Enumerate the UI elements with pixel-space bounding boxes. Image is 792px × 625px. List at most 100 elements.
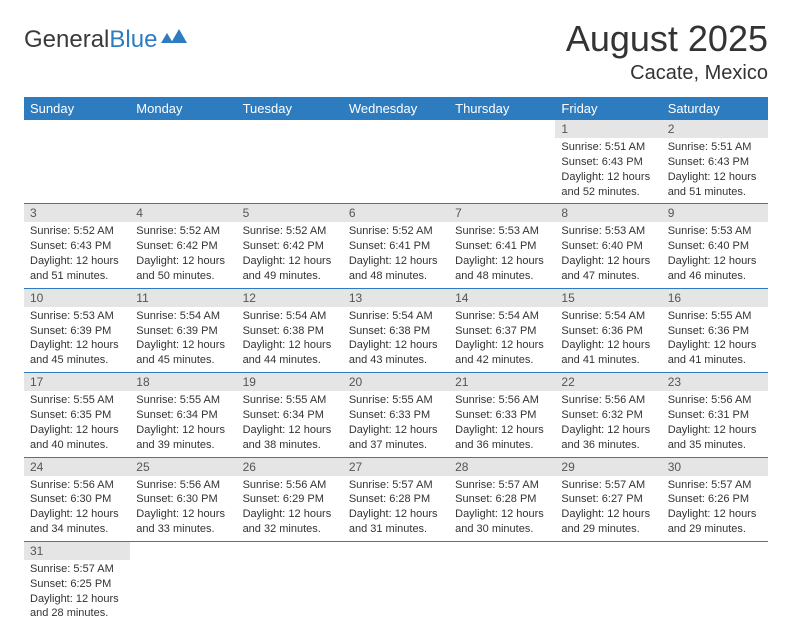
calendar-cell: 5Sunrise: 5:52 AMSunset: 6:42 PMDaylight… <box>237 204 343 288</box>
calendar-cell: 19Sunrise: 5:55 AMSunset: 6:34 PMDayligh… <box>237 373 343 457</box>
detail-line: Sunrise: 5:55 AM <box>668 309 762 324</box>
calendar-cell <box>343 120 449 204</box>
calendar-cell: 14Sunrise: 5:54 AMSunset: 6:37 PMDayligh… <box>449 288 555 372</box>
day-number: 5 <box>237 204 343 222</box>
brand-part2: Blue <box>109 26 157 54</box>
detail-line: and 51 minutes. <box>30 269 124 284</box>
detail-line: Sunset: 6:43 PM <box>668 155 762 170</box>
day-number: 10 <box>24 289 130 307</box>
day-number: 24 <box>24 458 130 476</box>
day-details: Sunrise: 5:57 AMSunset: 6:28 PMDaylight:… <box>449 476 555 541</box>
day-details: Sunrise: 5:55 AMSunset: 6:34 PMDaylight:… <box>130 391 236 456</box>
day-number: 13 <box>343 289 449 307</box>
detail-line: Sunset: 6:35 PM <box>30 408 124 423</box>
calendar-cell: 22Sunrise: 5:56 AMSunset: 6:32 PMDayligh… <box>555 373 661 457</box>
day-header: Tuesday <box>237 97 343 120</box>
day-number: 11 <box>130 289 236 307</box>
detail-line: Daylight: 12 hours <box>668 423 762 438</box>
detail-line: Sunset: 6:32 PM <box>561 408 655 423</box>
detail-line: Sunrise: 5:53 AM <box>668 224 762 239</box>
day-number: 8 <box>555 204 661 222</box>
detail-line: Daylight: 12 hours <box>243 338 337 353</box>
day-header: Thursday <box>449 97 555 120</box>
detail-line: and 39 minutes. <box>136 438 230 453</box>
detail-line: and 45 minutes. <box>136 353 230 368</box>
detail-line: Daylight: 12 hours <box>136 254 230 269</box>
detail-line: and 51 minutes. <box>668 185 762 200</box>
detail-line: Sunset: 6:43 PM <box>561 155 655 170</box>
detail-line: and 42 minutes. <box>455 353 549 368</box>
day-number: 19 <box>237 373 343 391</box>
detail-line: Daylight: 12 hours <box>455 507 549 522</box>
detail-line: and 47 minutes. <box>561 269 655 284</box>
detail-line: Daylight: 12 hours <box>561 423 655 438</box>
calendar-cell <box>449 120 555 204</box>
calendar-cell: 7Sunrise: 5:53 AMSunset: 6:41 PMDaylight… <box>449 204 555 288</box>
day-number: 26 <box>237 458 343 476</box>
day-number: 17 <box>24 373 130 391</box>
detail-line: Sunset: 6:33 PM <box>455 408 549 423</box>
detail-line: Daylight: 12 hours <box>243 254 337 269</box>
detail-line: Sunrise: 5:57 AM <box>668 478 762 493</box>
detail-line: Sunset: 6:36 PM <box>561 324 655 339</box>
detail-line: and 28 minutes. <box>30 606 124 621</box>
calendar-cell <box>130 120 236 204</box>
detail-line: Sunset: 6:29 PM <box>243 492 337 507</box>
day-number: 22 <box>555 373 661 391</box>
detail-line: Sunrise: 5:54 AM <box>455 309 549 324</box>
detail-line: Daylight: 12 hours <box>668 507 762 522</box>
day-header-row: SundayMondayTuesdayWednesdayThursdayFrid… <box>24 97 768 120</box>
detail-line: Sunset: 6:39 PM <box>30 324 124 339</box>
detail-line: Sunrise: 5:57 AM <box>30 562 124 577</box>
calendar-cell: 6Sunrise: 5:52 AMSunset: 6:41 PMDaylight… <box>343 204 449 288</box>
day-details: Sunrise: 5:57 AMSunset: 6:27 PMDaylight:… <box>555 476 661 541</box>
detail-line: Sunrise: 5:56 AM <box>243 478 337 493</box>
day-details: Sunrise: 5:56 AMSunset: 6:31 PMDaylight:… <box>662 391 768 456</box>
calendar-cell: 31Sunrise: 5:57 AMSunset: 6:25 PMDayligh… <box>24 541 130 625</box>
day-number: 20 <box>343 373 449 391</box>
day-details: Sunrise: 5:57 AMSunset: 6:28 PMDaylight:… <box>343 476 449 541</box>
detail-line: Sunrise: 5:54 AM <box>349 309 443 324</box>
day-header: Saturday <box>662 97 768 120</box>
detail-line: Sunrise: 5:56 AM <box>30 478 124 493</box>
day-details: Sunrise: 5:52 AMSunset: 6:43 PMDaylight:… <box>24 222 130 287</box>
detail-line: Sunset: 6:25 PM <box>30 577 124 592</box>
detail-line: and 52 minutes. <box>561 185 655 200</box>
detail-line: Daylight: 12 hours <box>561 338 655 353</box>
detail-line: Daylight: 12 hours <box>243 423 337 438</box>
day-details: Sunrise: 5:52 AMSunset: 6:42 PMDaylight:… <box>237 222 343 287</box>
day-number: 18 <box>130 373 236 391</box>
calendar-cell: 4Sunrise: 5:52 AMSunset: 6:42 PMDaylight… <box>130 204 236 288</box>
detail-line: Sunrise: 5:54 AM <box>136 309 230 324</box>
day-details: Sunrise: 5:53 AMSunset: 6:40 PMDaylight:… <box>662 222 768 287</box>
detail-line: Daylight: 12 hours <box>455 338 549 353</box>
detail-line: Sunset: 6:33 PM <box>349 408 443 423</box>
detail-line: Daylight: 12 hours <box>136 423 230 438</box>
day-details: Sunrise: 5:54 AMSunset: 6:37 PMDaylight:… <box>449 307 555 372</box>
day-header: Monday <box>130 97 236 120</box>
detail-line: Sunset: 6:37 PM <box>455 324 549 339</box>
detail-line: and 45 minutes. <box>30 353 124 368</box>
calendar-row: 31Sunrise: 5:57 AMSunset: 6:25 PMDayligh… <box>24 541 768 625</box>
detail-line: Sunrise: 5:57 AM <box>455 478 549 493</box>
calendar-table: SundayMondayTuesdayWednesdayThursdayFrid… <box>24 97 768 625</box>
detail-line: Sunrise: 5:55 AM <box>136 393 230 408</box>
day-details: Sunrise: 5:56 AMSunset: 6:32 PMDaylight:… <box>555 391 661 456</box>
calendar-cell: 20Sunrise: 5:55 AMSunset: 6:33 PMDayligh… <box>343 373 449 457</box>
detail-line: Daylight: 12 hours <box>668 254 762 269</box>
calendar-cell: 12Sunrise: 5:54 AMSunset: 6:38 PMDayligh… <box>237 288 343 372</box>
calendar-cell: 2Sunrise: 5:51 AMSunset: 6:43 PMDaylight… <box>662 120 768 204</box>
calendar-cell: 1Sunrise: 5:51 AMSunset: 6:43 PMDaylight… <box>555 120 661 204</box>
day-details: Sunrise: 5:55 AMSunset: 6:33 PMDaylight:… <box>343 391 449 456</box>
detail-line: Daylight: 12 hours <box>30 254 124 269</box>
calendar-cell: 3Sunrise: 5:52 AMSunset: 6:43 PMDaylight… <box>24 204 130 288</box>
month-title: August 2025 <box>566 18 768 60</box>
detail-line: and 37 minutes. <box>349 438 443 453</box>
detail-line: Sunrise: 5:57 AM <box>349 478 443 493</box>
calendar-cell <box>449 541 555 625</box>
calendar-cell: 17Sunrise: 5:55 AMSunset: 6:35 PMDayligh… <box>24 373 130 457</box>
detail-line: Daylight: 12 hours <box>561 254 655 269</box>
day-details: Sunrise: 5:51 AMSunset: 6:43 PMDaylight:… <box>662 138 768 203</box>
detail-line: Daylight: 12 hours <box>30 423 124 438</box>
detail-line: Daylight: 12 hours <box>349 423 443 438</box>
